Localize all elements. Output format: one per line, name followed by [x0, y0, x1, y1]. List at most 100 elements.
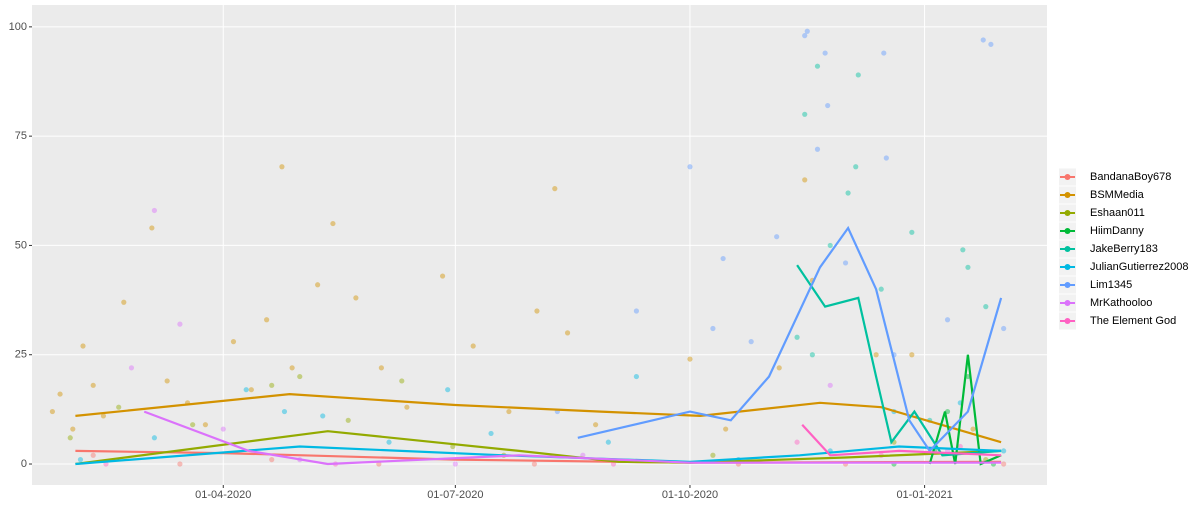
point — [177, 321, 183, 327]
point — [802, 33, 808, 39]
point — [164, 378, 170, 384]
x-tick-label: 01-07-2020 — [427, 489, 483, 501]
point — [988, 41, 994, 47]
legend-label: Lim1345 — [1090, 279, 1132, 291]
legend-dot — [1064, 228, 1071, 234]
legend-dot — [1064, 264, 1071, 270]
point — [909, 229, 915, 235]
point — [878, 286, 884, 292]
point — [452, 461, 458, 467]
point — [128, 365, 135, 371]
legend-dot — [1064, 282, 1071, 288]
point — [794, 334, 800, 340]
point — [1001, 325, 1007, 332]
point — [297, 373, 303, 380]
legend-dot — [1064, 192, 1071, 198]
point — [687, 164, 693, 170]
point — [983, 304, 989, 310]
point — [873, 352, 879, 358]
point — [881, 50, 887, 56]
point — [633, 308, 640, 314]
point — [822, 50, 828, 56]
point — [399, 378, 405, 384]
point — [720, 255, 726, 262]
smooth-line — [75, 392, 1002, 444]
point — [149, 225, 155, 231]
point — [243, 387, 249, 393]
point — [883, 155, 889, 161]
point — [269, 457, 275, 463]
point — [980, 37, 986, 43]
smooth-line — [577, 225, 1003, 453]
point — [404, 404, 410, 410]
point — [710, 452, 716, 458]
point — [802, 177, 808, 183]
point — [177, 461, 183, 467]
point — [320, 413, 326, 419]
legend-label: BandanaBoy678 — [1090, 171, 1171, 183]
point — [230, 339, 237, 345]
point — [564, 330, 571, 336]
point — [90, 382, 96, 388]
point — [965, 264, 971, 270]
point — [264, 317, 270, 323]
legend-label: BSMMedia — [1090, 189, 1145, 201]
legend-dot — [1064, 318, 1071, 324]
legend-dot — [1064, 210, 1071, 216]
x-tick-label: 01-01-2021 — [896, 489, 952, 501]
point — [345, 417, 351, 423]
point — [825, 102, 831, 109]
smooth-line — [75, 430, 1002, 466]
point — [710, 325, 716, 332]
point — [593, 422, 599, 428]
point — [776, 365, 782, 371]
point — [100, 413, 107, 419]
point — [57, 391, 63, 397]
point — [814, 63, 821, 69]
legend-label: JakeBerry183 — [1090, 243, 1158, 255]
y-tick-label: 100 — [9, 21, 27, 33]
y-tick-label: 25 — [15, 349, 27, 361]
point — [269, 382, 275, 388]
point — [633, 373, 640, 380]
legend-label: MrKathooloo — [1090, 297, 1152, 309]
point — [774, 234, 780, 240]
point — [116, 404, 122, 410]
legend-dot — [1064, 246, 1071, 252]
point — [315, 282, 321, 288]
point — [687, 356, 693, 362]
smooth-line — [143, 410, 1002, 466]
point — [534, 308, 540, 314]
point — [723, 426, 729, 432]
point — [248, 387, 254, 393]
point — [67, 435, 73, 441]
point — [151, 207, 158, 214]
point — [580, 452, 586, 458]
point — [220, 426, 226, 432]
point — [470, 343, 476, 349]
point — [802, 111, 808, 117]
point — [970, 426, 976, 432]
point — [1001, 448, 1007, 454]
y-tick-label: 75 — [15, 130, 27, 142]
point — [944, 317, 951, 323]
point — [121, 299, 127, 305]
point — [445, 387, 451, 393]
point — [90, 452, 96, 458]
point — [151, 435, 158, 441]
x-tick-label: 01-10-2020 — [662, 489, 718, 501]
legend-label: HiimDanny — [1090, 225, 1144, 237]
point — [330, 220, 336, 227]
point — [386, 439, 392, 445]
point — [190, 422, 196, 428]
point — [957, 443, 963, 450]
point — [845, 190, 851, 196]
point — [506, 408, 512, 415]
y-tick-label: 50 — [15, 239, 27, 251]
y-tick-label: 0 — [21, 458, 27, 470]
point — [77, 457, 84, 463]
point — [605, 439, 611, 445]
point — [49, 408, 56, 415]
point — [909, 352, 915, 358]
